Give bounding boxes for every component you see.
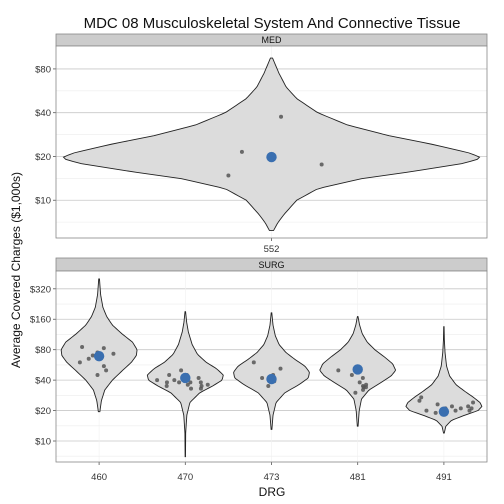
data-point xyxy=(360,375,365,380)
data-point xyxy=(419,395,424,400)
data-point xyxy=(319,162,324,167)
violin-shape xyxy=(62,57,481,231)
data-point xyxy=(179,368,184,373)
x-axis-label: DRG xyxy=(259,485,286,499)
y-tick-label: $40 xyxy=(35,376,51,387)
data-point xyxy=(260,375,265,380)
data-point xyxy=(361,387,366,392)
x-tick-label: 481 xyxy=(350,472,366,483)
mean-point xyxy=(266,151,277,163)
data-point xyxy=(353,390,358,395)
data-point xyxy=(205,382,210,387)
x-tick-label: 470 xyxy=(177,472,193,483)
data-point xyxy=(185,382,190,387)
data-point xyxy=(90,353,95,358)
data-point xyxy=(266,383,271,388)
y-tick-label: $160 xyxy=(30,315,51,326)
mean-point xyxy=(266,373,277,385)
violin-group-473: 473 xyxy=(233,271,310,483)
data-point xyxy=(155,378,160,383)
data-point xyxy=(167,372,172,377)
data-point xyxy=(101,364,106,369)
data-point xyxy=(86,356,91,361)
y-tick-label: $80 xyxy=(35,345,51,356)
data-point xyxy=(189,386,194,391)
plot-border xyxy=(55,45,488,239)
data-point xyxy=(198,380,203,385)
data-point xyxy=(226,173,231,178)
y-tick-label: $20 xyxy=(35,152,51,163)
data-point xyxy=(336,368,341,373)
data-point xyxy=(417,398,422,403)
data-point xyxy=(188,380,193,385)
data-point xyxy=(80,345,85,350)
strip-label: MED xyxy=(262,35,283,45)
data-point xyxy=(278,366,283,371)
x-tick-label: 473 xyxy=(264,472,280,483)
data-point xyxy=(469,406,474,411)
data-point xyxy=(466,404,471,409)
data-point xyxy=(435,402,440,407)
data-point xyxy=(196,375,201,380)
mean-point xyxy=(352,364,363,375)
plot-border xyxy=(55,270,488,463)
violin-shape xyxy=(233,312,310,430)
violin-shape xyxy=(405,326,483,434)
data-point xyxy=(111,351,116,356)
panel-surg: SURG $10 $20 $40 $80 $160 $320 460 470 473 481 491 xyxy=(30,257,488,483)
violin-group-552: 552 xyxy=(62,46,481,255)
data-point xyxy=(198,386,203,391)
data-point xyxy=(95,372,100,377)
data-point xyxy=(164,383,169,388)
data-point xyxy=(424,408,429,413)
data-point xyxy=(164,380,169,385)
data-point xyxy=(104,368,109,373)
violin-group-460: 460 xyxy=(60,271,138,483)
mean-point xyxy=(93,350,105,362)
data-point xyxy=(77,360,82,365)
mean-point xyxy=(438,406,450,417)
violin-group-470: 470 xyxy=(146,271,224,483)
data-point xyxy=(239,149,244,154)
data-point xyxy=(177,380,182,385)
x-tick-label: 491 xyxy=(436,472,452,483)
data-point xyxy=(453,408,458,413)
violin-group-491: 491 xyxy=(405,271,483,483)
y-tick-label: $20 xyxy=(35,406,51,417)
data-point xyxy=(357,380,362,385)
data-point xyxy=(279,114,284,119)
x-tick-label: 460 xyxy=(91,472,107,483)
data-point xyxy=(471,400,476,405)
violin-shape xyxy=(146,311,224,458)
mean-point xyxy=(180,372,191,384)
y-tick-label: $320 xyxy=(30,284,51,295)
x-tick-label: 552 xyxy=(264,244,280,255)
y-tick-label: $80 xyxy=(35,64,51,75)
data-point xyxy=(172,378,177,383)
violin-group-481: 481 xyxy=(319,271,397,483)
y-tick-label: $10 xyxy=(35,437,51,448)
strip-label: SURG xyxy=(258,260,284,270)
y-tick-label: $40 xyxy=(35,108,51,119)
data-point xyxy=(101,346,106,351)
y-tick-label: $10 xyxy=(35,196,51,207)
data-point xyxy=(449,404,454,409)
data-point xyxy=(433,410,438,415)
data-point xyxy=(251,360,256,365)
data-point xyxy=(458,406,463,411)
panel-med: MED $10 $20 $40 $80 552 xyxy=(35,33,488,255)
data-point xyxy=(349,372,354,377)
violin-shape xyxy=(60,278,138,413)
panels: MED $10 $20 $40 $80 552 SURG $10 $20 $40 $80 $160 $3… xyxy=(30,33,488,483)
chart-title: MDC 08 Musculoskeletal System And Connec… xyxy=(84,15,461,32)
y-axis-label: Average Covered Charges ($1,000s) xyxy=(9,172,23,368)
